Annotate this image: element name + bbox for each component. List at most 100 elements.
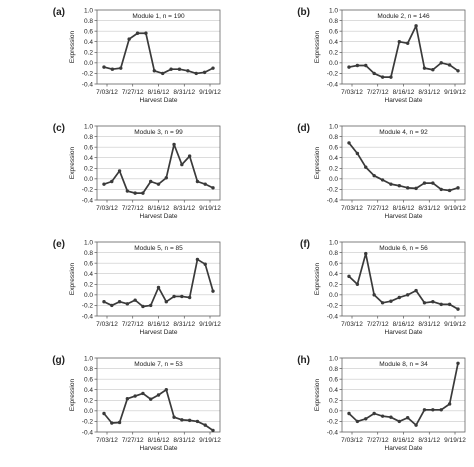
y-tick-label: 0.6 bbox=[84, 260, 93, 267]
data-point bbox=[405, 293, 410, 297]
data-point bbox=[447, 402, 452, 406]
data-point bbox=[431, 181, 435, 185]
data-point bbox=[414, 288, 418, 293]
data-point bbox=[364, 251, 368, 256]
panel-label: (d) bbox=[297, 123, 310, 134]
y-tick-label: 0.4 bbox=[329, 155, 338, 162]
y-tick-label: 0.6 bbox=[329, 376, 338, 383]
y-tick-label: 0.2 bbox=[84, 50, 93, 57]
data-point bbox=[133, 394, 137, 398]
x-tick-label: 8/16/12 bbox=[148, 437, 170, 444]
data-point bbox=[405, 416, 410, 420]
y-tick-label: 0.2 bbox=[329, 398, 338, 405]
y-tick-label: 0.2 bbox=[84, 166, 93, 173]
x-tick-label: 7/03/12 bbox=[341, 205, 363, 212]
data-point bbox=[456, 307, 460, 311]
data-point bbox=[169, 67, 173, 71]
data-point bbox=[211, 66, 215, 70]
y-tick-label: -0.2 bbox=[327, 303, 339, 310]
data-point bbox=[149, 179, 153, 184]
y-tick-label: -0.2 bbox=[82, 187, 94, 194]
y-tick-label: 0.2 bbox=[329, 166, 338, 173]
panel-label: (f) bbox=[300, 239, 310, 250]
y-tick-label: 0.0 bbox=[329, 292, 338, 299]
data-point bbox=[187, 295, 192, 300]
x-tick-label: 9/19/12 bbox=[199, 437, 221, 444]
y-tick-label: 0.8 bbox=[84, 366, 93, 373]
x-tick-label: 7/27/12 bbox=[367, 321, 389, 328]
y-tick-label: -0.4 bbox=[327, 197, 339, 204]
data-point bbox=[364, 63, 368, 68]
x-tick-label: 9/19/12 bbox=[199, 89, 221, 96]
x-tick-label: 8/16/12 bbox=[148, 89, 170, 96]
data-point bbox=[347, 274, 351, 279]
data-point bbox=[127, 37, 131, 41]
y-tick-label: 0.6 bbox=[329, 144, 338, 151]
plot-frame bbox=[341, 125, 466, 201]
data-point bbox=[110, 421, 114, 425]
data-point bbox=[203, 423, 207, 427]
data-point bbox=[405, 186, 410, 190]
y-tick-label: -0.4 bbox=[82, 429, 94, 436]
data-point bbox=[117, 420, 122, 425]
y-tick-label: -0.4 bbox=[327, 313, 339, 320]
chart-panel-2: -0.4 -0.2 0.0 0.2 0.4 0.6 0.8 1.0 7/03/12 7/27/12… bbox=[297, 7, 466, 104]
data-point bbox=[133, 298, 137, 302]
plot-frame bbox=[96, 357, 221, 433]
data-point bbox=[389, 75, 393, 79]
x-tick-label: 7/27/12 bbox=[122, 205, 144, 212]
y-tick-label: -0.4 bbox=[327, 429, 339, 436]
y-tick-label: 0.2 bbox=[329, 282, 338, 289]
plot-frame bbox=[96, 241, 221, 317]
x-tick-label: 7/27/12 bbox=[122, 321, 144, 328]
y-axis-label: Expression bbox=[314, 263, 321, 296]
data-point bbox=[439, 408, 443, 412]
data-point bbox=[397, 419, 402, 424]
data-point bbox=[439, 187, 443, 192]
data-point bbox=[431, 300, 435, 304]
data-point bbox=[355, 282, 360, 286]
x-tick-label: 7/27/12 bbox=[367, 437, 389, 444]
y-tick-label: -0.2 bbox=[327, 71, 339, 78]
series-line bbox=[348, 363, 459, 426]
data-point bbox=[164, 388, 168, 392]
series-line bbox=[348, 142, 459, 192]
data-point bbox=[211, 186, 215, 190]
data-point bbox=[431, 68, 435, 72]
data-point bbox=[187, 154, 192, 158]
y-tick-label: 0.4 bbox=[84, 271, 93, 278]
y-tick-label: 0.2 bbox=[329, 50, 338, 57]
y-tick-label: 1.0 bbox=[329, 7, 338, 14]
data-point bbox=[177, 67, 182, 71]
data-point bbox=[372, 293, 376, 297]
data-point bbox=[180, 294, 184, 299]
y-tick-label: 0.6 bbox=[84, 376, 93, 383]
y-tick-label: -0.2 bbox=[82, 303, 94, 310]
y-tick-label: 0.0 bbox=[329, 60, 338, 67]
y-tick-label: 0.4 bbox=[84, 39, 93, 46]
data-point bbox=[447, 63, 452, 67]
data-point bbox=[195, 179, 200, 184]
data-point bbox=[211, 289, 215, 293]
data-point bbox=[414, 24, 418, 28]
y-tick-label: 0.8 bbox=[329, 18, 338, 25]
x-tick-label: 9/19/12 bbox=[444, 321, 466, 328]
data-point bbox=[164, 176, 168, 180]
data-point bbox=[422, 408, 427, 412]
data-point bbox=[156, 393, 161, 397]
x-tick-label: 8/31/12 bbox=[418, 437, 440, 444]
x-tick-label: 7/27/12 bbox=[367, 205, 389, 212]
data-point bbox=[389, 182, 393, 186]
data-point bbox=[422, 301, 427, 305]
x-tick-label: 7/03/12 bbox=[341, 321, 363, 328]
data-point bbox=[110, 303, 114, 308]
data-point bbox=[110, 67, 115, 71]
data-point bbox=[372, 173, 376, 178]
chart-panel-7: -0.4 -0.2 0.0 0.2 0.4 0.6 0.8 1.0 7/03/12 7/27/12… bbox=[52, 355, 221, 452]
data-point bbox=[397, 184, 402, 188]
y-tick-label: -0.2 bbox=[82, 419, 94, 426]
data-point bbox=[389, 299, 393, 303]
data-point bbox=[160, 71, 165, 76]
x-axis-label: Harvest Date bbox=[385, 329, 423, 336]
data-point bbox=[364, 165, 368, 169]
